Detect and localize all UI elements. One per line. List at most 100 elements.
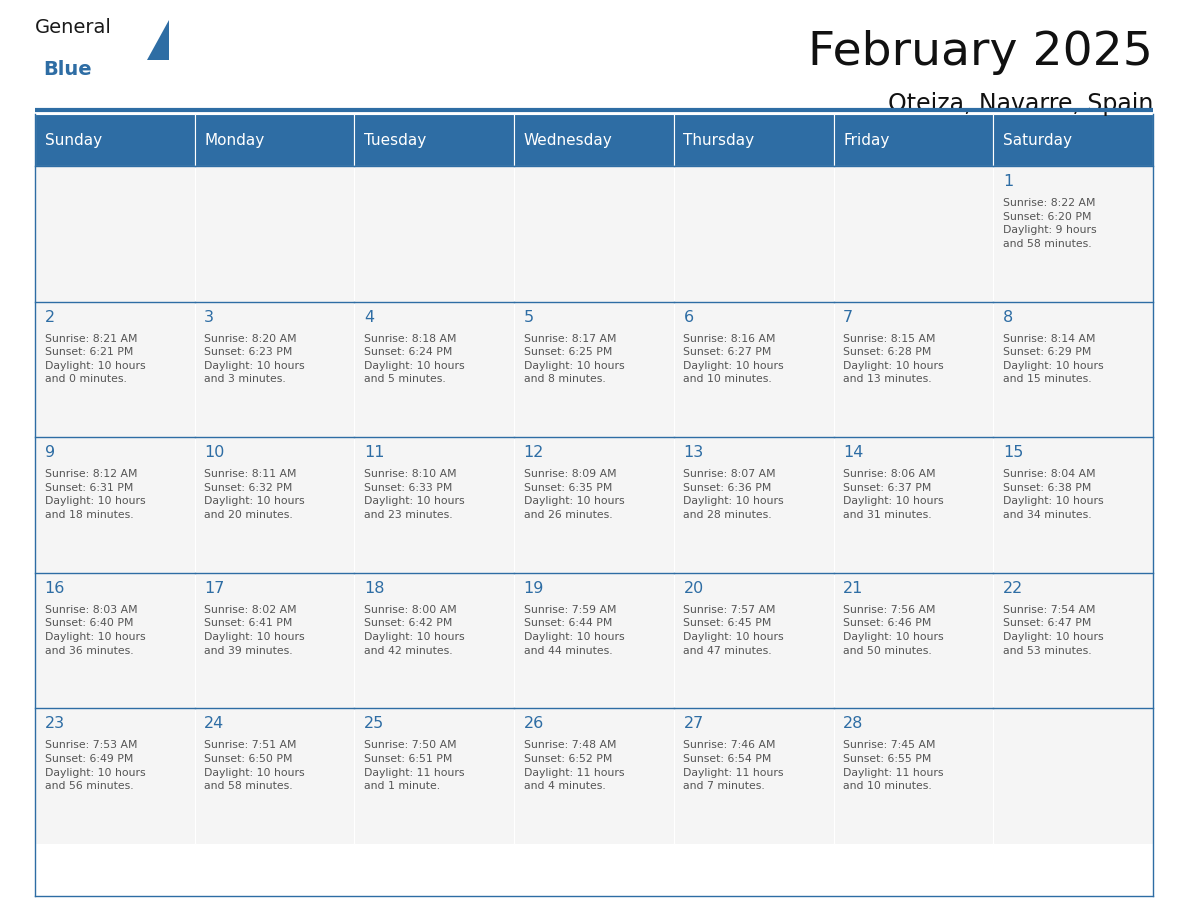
Bar (195, 166, 354, 302)
Text: Friday: Friday (843, 132, 890, 148)
Bar (674, 166, 834, 302)
Bar (34, 437, 195, 573)
Text: General: General (34, 18, 112, 37)
Text: Sunrise: 8:22 AM
Sunset: 6:20 PM
Daylight: 9 hours
and 58 minutes.: Sunrise: 8:22 AM Sunset: 6:20 PM Dayligh… (1003, 198, 1097, 249)
Text: Sunrise: 7:48 AM
Sunset: 6:52 PM
Daylight: 11 hours
and 4 minutes.: Sunrise: 7:48 AM Sunset: 6:52 PM Dayligh… (524, 741, 624, 791)
Bar (514, 437, 674, 573)
Text: Thursday: Thursday (683, 132, 754, 148)
Text: 20: 20 (683, 581, 703, 596)
Bar (34, 166, 195, 302)
Text: 22: 22 (1003, 581, 1023, 596)
Polygon shape (147, 20, 169, 60)
Text: Monday: Monday (204, 132, 265, 148)
Text: Sunrise: 8:10 AM
Sunset: 6:33 PM
Daylight: 10 hours
and 23 minutes.: Sunrise: 8:10 AM Sunset: 6:33 PM Dayligh… (364, 469, 465, 520)
Text: 4: 4 (364, 309, 374, 325)
Text: Sunrise: 7:54 AM
Sunset: 6:47 PM
Daylight: 10 hours
and 53 minutes.: Sunrise: 7:54 AM Sunset: 6:47 PM Dayligh… (1003, 605, 1104, 655)
Text: Sunrise: 8:00 AM
Sunset: 6:42 PM
Daylight: 10 hours
and 42 minutes.: Sunrise: 8:00 AM Sunset: 6:42 PM Dayligh… (364, 605, 465, 655)
Text: 1: 1 (1003, 174, 1013, 189)
Text: Sunrise: 7:51 AM
Sunset: 6:50 PM
Daylight: 10 hours
and 58 minutes.: Sunrise: 7:51 AM Sunset: 6:50 PM Dayligh… (204, 741, 305, 791)
Text: Sunrise: 8:15 AM
Sunset: 6:28 PM
Daylight: 10 hours
and 13 minutes.: Sunrise: 8:15 AM Sunset: 6:28 PM Dayligh… (843, 333, 943, 385)
Bar (834, 437, 993, 573)
Text: Sunrise: 8:03 AM
Sunset: 6:40 PM
Daylight: 10 hours
and 36 minutes.: Sunrise: 8:03 AM Sunset: 6:40 PM Dayligh… (45, 605, 145, 655)
Text: Sunrise: 8:12 AM
Sunset: 6:31 PM
Daylight: 10 hours
and 18 minutes.: Sunrise: 8:12 AM Sunset: 6:31 PM Dayligh… (45, 469, 145, 520)
Text: Sunrise: 8:17 AM
Sunset: 6:25 PM
Daylight: 10 hours
and 8 minutes.: Sunrise: 8:17 AM Sunset: 6:25 PM Dayligh… (524, 333, 625, 385)
Text: 5: 5 (524, 309, 533, 325)
Bar (34, 573, 195, 709)
Bar (834, 573, 993, 709)
Bar (195, 114, 354, 166)
Text: Sunrise: 8:20 AM
Sunset: 6:23 PM
Daylight: 10 hours
and 3 minutes.: Sunrise: 8:20 AM Sunset: 6:23 PM Dayligh… (204, 333, 305, 385)
Bar (34, 114, 195, 166)
Text: Sunrise: 7:56 AM
Sunset: 6:46 PM
Daylight: 10 hours
and 50 minutes.: Sunrise: 7:56 AM Sunset: 6:46 PM Dayligh… (843, 605, 943, 655)
Bar (195, 302, 354, 437)
Text: 12: 12 (524, 445, 544, 460)
Text: 27: 27 (683, 716, 703, 732)
Bar (514, 114, 674, 166)
Bar (993, 709, 1154, 844)
Bar (34, 302, 195, 437)
Text: 19: 19 (524, 581, 544, 596)
Text: Sunday: Sunday (45, 132, 102, 148)
Bar (834, 709, 993, 844)
Bar (834, 166, 993, 302)
Bar (993, 302, 1154, 437)
Bar (834, 114, 993, 166)
Text: 24: 24 (204, 716, 225, 732)
Text: 13: 13 (683, 445, 703, 460)
Text: Sunrise: 8:04 AM
Sunset: 6:38 PM
Daylight: 10 hours
and 34 minutes.: Sunrise: 8:04 AM Sunset: 6:38 PM Dayligh… (1003, 469, 1104, 520)
Text: 6: 6 (683, 309, 694, 325)
Text: 21: 21 (843, 581, 864, 596)
Text: Sunrise: 7:46 AM
Sunset: 6:54 PM
Daylight: 11 hours
and 7 minutes.: Sunrise: 7:46 AM Sunset: 6:54 PM Dayligh… (683, 741, 784, 791)
Text: Sunrise: 7:59 AM
Sunset: 6:44 PM
Daylight: 10 hours
and 44 minutes.: Sunrise: 7:59 AM Sunset: 6:44 PM Dayligh… (524, 605, 625, 655)
Bar (354, 573, 514, 709)
Text: Wednesday: Wednesday (524, 132, 613, 148)
Bar (34, 709, 195, 844)
Text: 2: 2 (45, 309, 55, 325)
Text: 14: 14 (843, 445, 864, 460)
Text: 18: 18 (364, 581, 385, 596)
Bar (514, 302, 674, 437)
Text: Sunrise: 8:21 AM
Sunset: 6:21 PM
Daylight: 10 hours
and 0 minutes.: Sunrise: 8:21 AM Sunset: 6:21 PM Dayligh… (45, 333, 145, 385)
Bar (674, 437, 834, 573)
Text: 28: 28 (843, 716, 864, 732)
Bar (993, 114, 1154, 166)
Text: Sunrise: 8:14 AM
Sunset: 6:29 PM
Daylight: 10 hours
and 15 minutes.: Sunrise: 8:14 AM Sunset: 6:29 PM Dayligh… (1003, 333, 1104, 385)
Text: Saturday: Saturday (1003, 132, 1072, 148)
Text: Sunrise: 7:45 AM
Sunset: 6:55 PM
Daylight: 11 hours
and 10 minutes.: Sunrise: 7:45 AM Sunset: 6:55 PM Dayligh… (843, 741, 943, 791)
Text: 8: 8 (1003, 309, 1013, 325)
Text: Sunrise: 8:18 AM
Sunset: 6:24 PM
Daylight: 10 hours
and 5 minutes.: Sunrise: 8:18 AM Sunset: 6:24 PM Dayligh… (364, 333, 465, 385)
Text: 10: 10 (204, 445, 225, 460)
Text: Sunrise: 8:09 AM
Sunset: 6:35 PM
Daylight: 10 hours
and 26 minutes.: Sunrise: 8:09 AM Sunset: 6:35 PM Dayligh… (524, 469, 625, 520)
Text: Sunrise: 7:50 AM
Sunset: 6:51 PM
Daylight: 11 hours
and 1 minute.: Sunrise: 7:50 AM Sunset: 6:51 PM Dayligh… (364, 741, 465, 791)
Text: Sunrise: 7:53 AM
Sunset: 6:49 PM
Daylight: 10 hours
and 56 minutes.: Sunrise: 7:53 AM Sunset: 6:49 PM Dayligh… (45, 741, 145, 791)
Text: Tuesday: Tuesday (364, 132, 426, 148)
Bar (354, 302, 514, 437)
Bar (195, 437, 354, 573)
Text: 16: 16 (45, 581, 65, 596)
Bar (354, 166, 514, 302)
Text: Sunrise: 8:02 AM
Sunset: 6:41 PM
Daylight: 10 hours
and 39 minutes.: Sunrise: 8:02 AM Sunset: 6:41 PM Dayligh… (204, 605, 305, 655)
Bar (514, 166, 674, 302)
Bar (195, 709, 354, 844)
Text: 23: 23 (45, 716, 64, 732)
Bar (993, 166, 1154, 302)
Bar (354, 437, 514, 573)
Bar (674, 114, 834, 166)
Bar (514, 573, 674, 709)
Bar (354, 114, 514, 166)
Bar (993, 573, 1154, 709)
Text: 17: 17 (204, 581, 225, 596)
Bar (834, 302, 993, 437)
Bar (993, 437, 1154, 573)
Text: 26: 26 (524, 716, 544, 732)
Bar (674, 573, 834, 709)
Text: 7: 7 (843, 309, 853, 325)
Bar (674, 302, 834, 437)
Text: 3: 3 (204, 309, 214, 325)
Text: 15: 15 (1003, 445, 1023, 460)
Text: 11: 11 (364, 445, 385, 460)
Bar (514, 709, 674, 844)
Bar (195, 573, 354, 709)
Text: Sunrise: 8:16 AM
Sunset: 6:27 PM
Daylight: 10 hours
and 10 minutes.: Sunrise: 8:16 AM Sunset: 6:27 PM Dayligh… (683, 333, 784, 385)
Text: Sunrise: 8:07 AM
Sunset: 6:36 PM
Daylight: 10 hours
and 28 minutes.: Sunrise: 8:07 AM Sunset: 6:36 PM Dayligh… (683, 469, 784, 520)
